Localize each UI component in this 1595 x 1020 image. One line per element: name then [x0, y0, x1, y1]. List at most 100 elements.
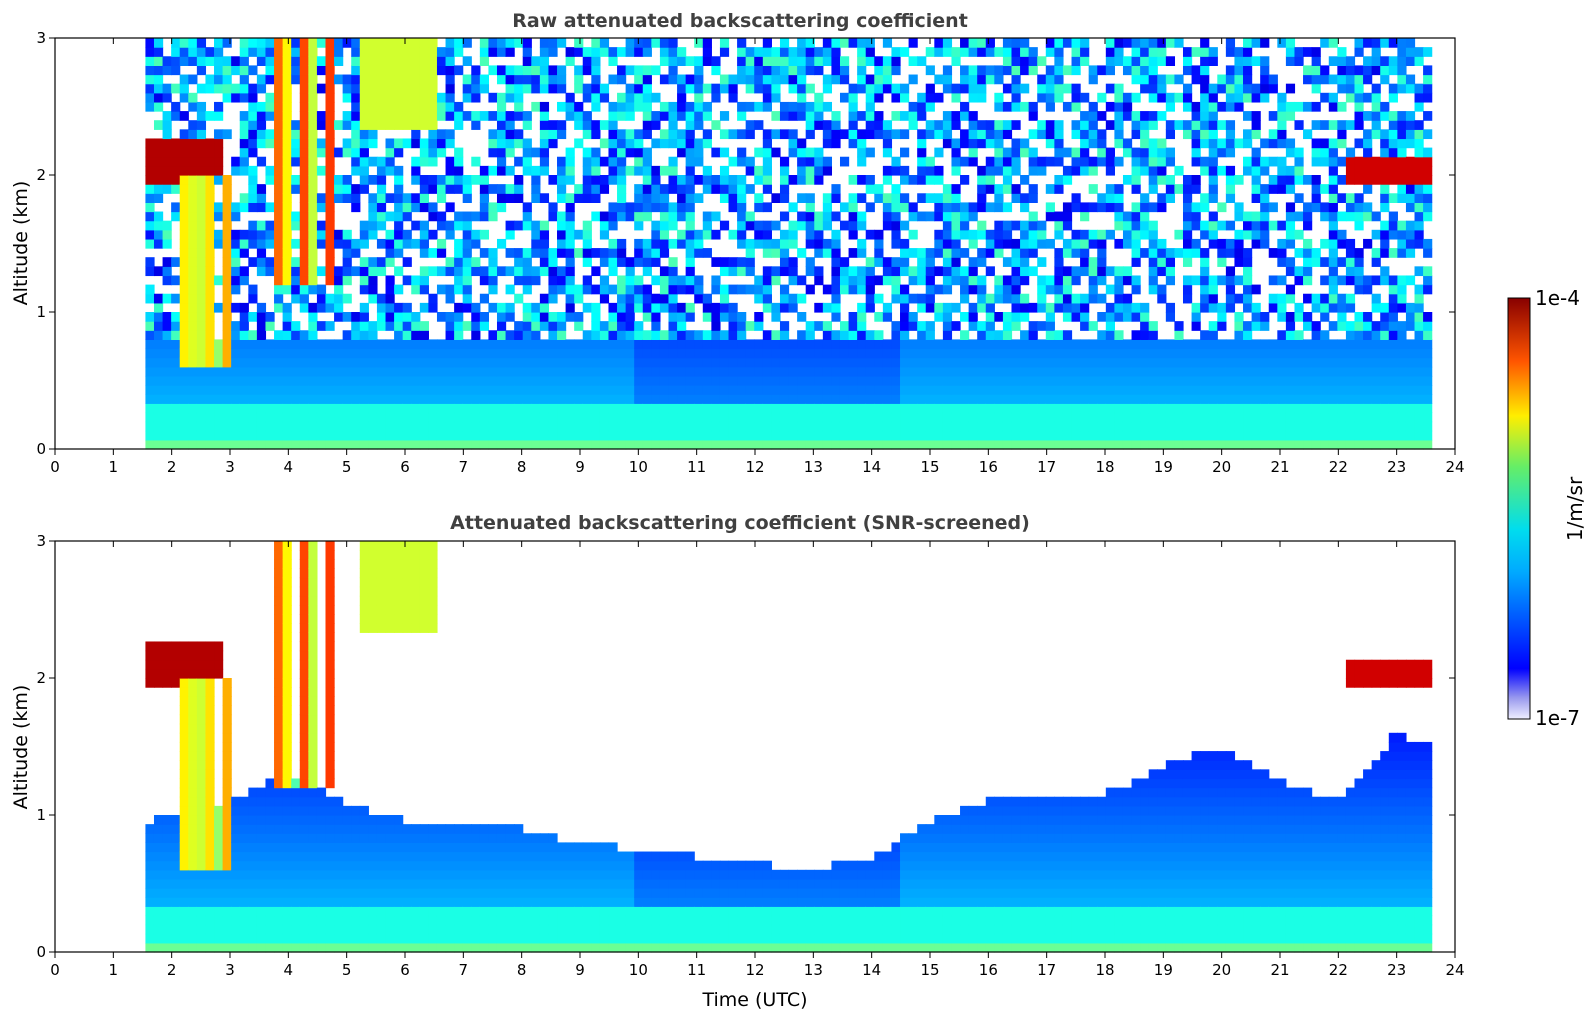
heatmap-cell — [617, 439, 627, 450]
heatmap-cell — [342, 120, 352, 130]
heatmap-cell — [711, 403, 721, 414]
heatmap-cell — [274, 394, 284, 404]
heatmap-cell — [565, 56, 575, 66]
heatmap-cell — [977, 184, 987, 194]
heatmap-cell — [402, 366, 412, 377]
heatmap-cell — [917, 156, 927, 167]
heatmap-cell — [316, 403, 327, 414]
heatmap-cell — [522, 275, 532, 286]
heatmap-cell — [256, 302, 267, 313]
heatmap-cell — [960, 65, 970, 76]
heatmap-cell — [1294, 47, 1304, 57]
heatmap-cell — [411, 165, 421, 176]
heatmap-cell — [342, 357, 352, 368]
heatmap-cell — [882, 403, 893, 414]
heatmap-cell — [882, 430, 893, 441]
heatmap-cell — [1294, 175, 1304, 185]
heatmap-cell — [694, 229, 704, 240]
heatmap-cell — [334, 375, 344, 386]
heatmap-cell — [951, 302, 961, 313]
heatmap-cell — [797, 330, 807, 340]
heatmap-cell — [436, 312, 447, 322]
heatmap-cell — [874, 412, 884, 423]
heatmap-cell — [205, 175, 215, 185]
heatmap-cell — [882, 412, 893, 423]
heatmap-cell — [496, 385, 507, 395]
heatmap-cell — [471, 92, 481, 103]
heatmap-cell — [454, 38, 464, 48]
heatmap-cell — [1174, 412, 1184, 423]
heatmap-cell — [1328, 284, 1338, 295]
heatmap-cell — [960, 421, 970, 432]
heatmap-cell — [599, 156, 610, 167]
heatmap-cell — [1371, 248, 1381, 258]
heatmap-cell — [557, 421, 567, 432]
heatmap-cell — [942, 248, 953, 258]
heatmap-cell — [1225, 284, 1236, 295]
heatmap-cell — [376, 156, 387, 167]
heatmap-cell — [591, 385, 601, 395]
heatmap-cell — [1251, 193, 1261, 203]
heatmap-cell — [274, 56, 284, 66]
heatmap-cell — [282, 403, 292, 414]
heatmap-cell — [865, 129, 875, 140]
heatmap-cell — [282, 366, 292, 377]
heatmap-cell — [1285, 56, 1296, 66]
heatmap-cell — [1097, 147, 1107, 158]
heatmap-cell — [702, 248, 712, 258]
heatmap-cell — [402, 211, 412, 222]
heatmap-cell — [788, 83, 798, 94]
heatmap-cell — [282, 175, 292, 185]
heatmap-cell — [1268, 293, 1278, 304]
heatmap-cell — [1122, 357, 1133, 368]
heatmap-cell — [1002, 275, 1013, 286]
heatmap-cell — [608, 357, 618, 368]
heatmap-cell — [1208, 366, 1218, 377]
heatmap-cell — [1371, 129, 1381, 140]
heatmap-cell — [1140, 65, 1150, 76]
heatmap-cell — [419, 339, 429, 350]
heatmap-cell — [522, 357, 532, 368]
heatmap-cell — [625, 321, 635, 331]
heatmap-cell — [779, 321, 790, 331]
heatmap-cell — [1260, 403, 1270, 414]
heatmap-cell — [1122, 220, 1133, 231]
heatmap-cell — [1114, 120, 1124, 130]
heatmap-cell — [153, 412, 164, 423]
heatmap-cell — [677, 312, 687, 322]
heatmap-cell — [1140, 211, 1150, 222]
heatmap-cell — [737, 129, 747, 140]
heatmap-cell — [900, 175, 910, 185]
heatmap-cell — [274, 101, 284, 112]
heatmap-cell — [805, 238, 815, 249]
heatmap-cell — [299, 202, 309, 213]
heatmap-cell — [171, 56, 181, 66]
heatmap-cell — [1182, 357, 1193, 368]
heatmap-cell — [376, 312, 387, 322]
heatmap-cell — [188, 394, 198, 404]
heatmap-cell — [153, 220, 164, 231]
heatmap-cell — [942, 65, 953, 76]
heatmap-cell — [291, 220, 301, 231]
heatmap-cell — [1105, 439, 1115, 450]
heatmap-cell — [1045, 83, 1055, 94]
heatmap-cell — [1328, 266, 1338, 277]
heatmap-cell — [874, 375, 884, 386]
heatmap-cell — [1363, 156, 1373, 167]
heatmap-cell — [1174, 120, 1184, 130]
heatmap-cell — [1131, 394, 1141, 404]
heatmap-cell — [1080, 430, 1090, 441]
heatmap-cell — [1337, 138, 1347, 149]
heatmap-cell — [1345, 302, 1356, 313]
heatmap-cell — [1182, 202, 1193, 213]
heatmap-cell — [316, 138, 327, 149]
heatmap-cell — [1380, 403, 1390, 414]
heatmap-cell — [316, 302, 327, 313]
heatmap-cell — [454, 111, 464, 121]
heatmap-cell — [668, 138, 678, 149]
heatmap-cell — [1148, 38, 1158, 48]
heatmap-cell — [1225, 293, 1236, 304]
heatmap-cell — [685, 83, 695, 94]
heatmap-cell — [291, 175, 301, 185]
heatmap-cell — [900, 147, 910, 158]
